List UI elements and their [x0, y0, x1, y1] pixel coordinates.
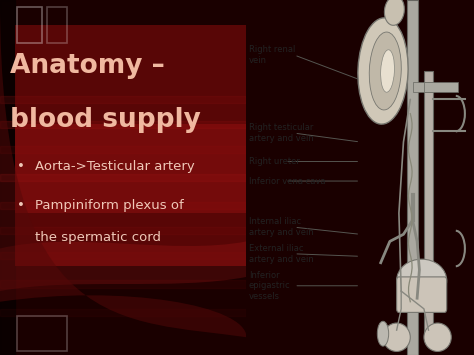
Bar	[424, 71, 433, 337]
Bar	[17, 316, 66, 351]
Bar	[0, 227, 246, 234]
Ellipse shape	[358, 18, 408, 124]
Bar	[15, 124, 246, 213]
Text: blood supply: blood supply	[10, 106, 201, 132]
Bar	[15, 25, 246, 266]
PathPatch shape	[0, 241, 246, 291]
Bar	[412, 82, 433, 92]
Text: Internal iliac
artery and vein: Internal iliac artery and vein	[249, 218, 313, 237]
Bar	[0, 280, 246, 288]
Bar	[424, 82, 458, 92]
FancyBboxPatch shape	[397, 277, 447, 312]
Text: Inferior
epigastric
vessels: Inferior epigastric vessels	[249, 271, 291, 301]
Text: Anatomy –: Anatomy –	[10, 53, 164, 79]
Ellipse shape	[377, 321, 389, 346]
Bar	[0, 202, 246, 209]
Ellipse shape	[381, 50, 394, 92]
Text: Right renal
vein: Right renal vein	[249, 45, 295, 65]
Bar	[17, 7, 42, 43]
Bar	[0, 309, 246, 316]
Text: •: •	[17, 160, 25, 173]
Ellipse shape	[383, 323, 410, 351]
Text: Right ureter: Right ureter	[249, 157, 300, 166]
Bar	[0, 121, 246, 128]
Text: the spermatic cord: the spermatic cord	[35, 231, 161, 244]
Text: Pampiniform plexus of: Pampiniform plexus of	[35, 199, 183, 212]
Bar	[0, 174, 246, 181]
Text: External iliac
artery and vein: External iliac artery and vein	[249, 244, 313, 263]
Bar	[0, 96, 246, 103]
Ellipse shape	[424, 323, 451, 351]
Text: Right testicular
artery and vein: Right testicular artery and vein	[249, 124, 313, 143]
Ellipse shape	[384, 0, 404, 25]
Bar	[407, 0, 418, 355]
Bar	[47, 7, 66, 43]
Text: Aorta->Testicular artery: Aorta->Testicular artery	[35, 160, 194, 173]
Text: •: •	[17, 199, 25, 212]
Bar	[0, 252, 246, 259]
Bar	[0, 146, 246, 153]
Bar	[0, 0, 15, 355]
Ellipse shape	[369, 32, 401, 110]
Ellipse shape	[397, 259, 447, 302]
PathPatch shape	[0, 295, 246, 337]
Text: Inferior vena cava: Inferior vena cava	[249, 176, 325, 186]
